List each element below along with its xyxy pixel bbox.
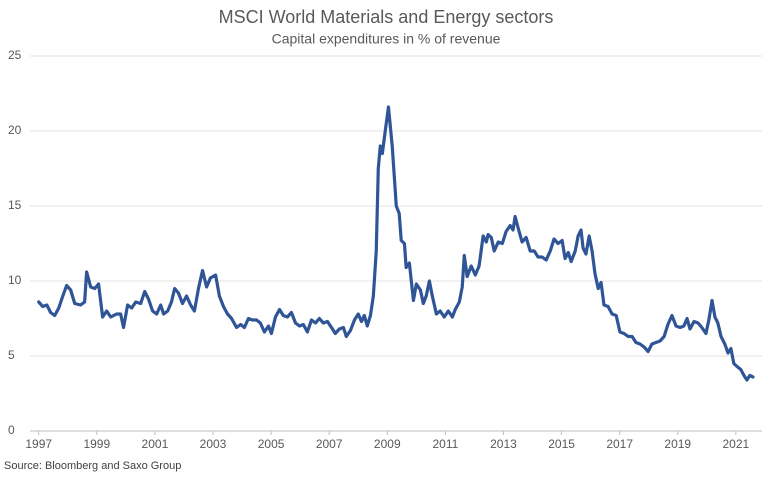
x-tick-label: 1997 xyxy=(25,437,52,451)
source-note: Source: Bloomberg and Saxo Group xyxy=(4,460,181,472)
y-tick-label: 5 xyxy=(8,348,15,362)
marks xyxy=(37,105,755,382)
y-tick-label: 15 xyxy=(8,198,22,212)
x-tick-label: 2015 xyxy=(548,437,575,451)
y-tick-label: 10 xyxy=(8,273,22,287)
x-tick-label: 2009 xyxy=(374,437,401,451)
x-tick-label: 2001 xyxy=(142,437,169,451)
grid xyxy=(30,55,762,432)
y-tick-label: 25 xyxy=(8,48,22,62)
axes: 0 5 10 15 20 25 1997 1999 2001 2003 2005 2007 2009 20… xyxy=(8,48,750,451)
data-line xyxy=(37,105,755,382)
x-tick-label: 2021 xyxy=(723,437,750,451)
chart-title: MSCI World Materials and Energy sectors xyxy=(219,7,554,27)
x-tick-label: 2011 xyxy=(432,437,458,451)
chart-subtitle: Capital expenditures in % of revenue xyxy=(272,31,501,47)
x-tick-label: 2019 xyxy=(664,437,691,451)
x-tick-label: 2007 xyxy=(316,437,343,451)
x-tick-label: 2013 xyxy=(490,437,517,451)
x-tick-label: 2005 xyxy=(258,437,285,451)
x-tick-label: 1999 xyxy=(83,437,110,451)
x-tick-label: 2003 xyxy=(200,437,227,451)
x-tick-label: 2017 xyxy=(606,437,633,451)
y-tick-label: 0 xyxy=(8,423,15,437)
y-tick-label: 20 xyxy=(8,123,22,137)
